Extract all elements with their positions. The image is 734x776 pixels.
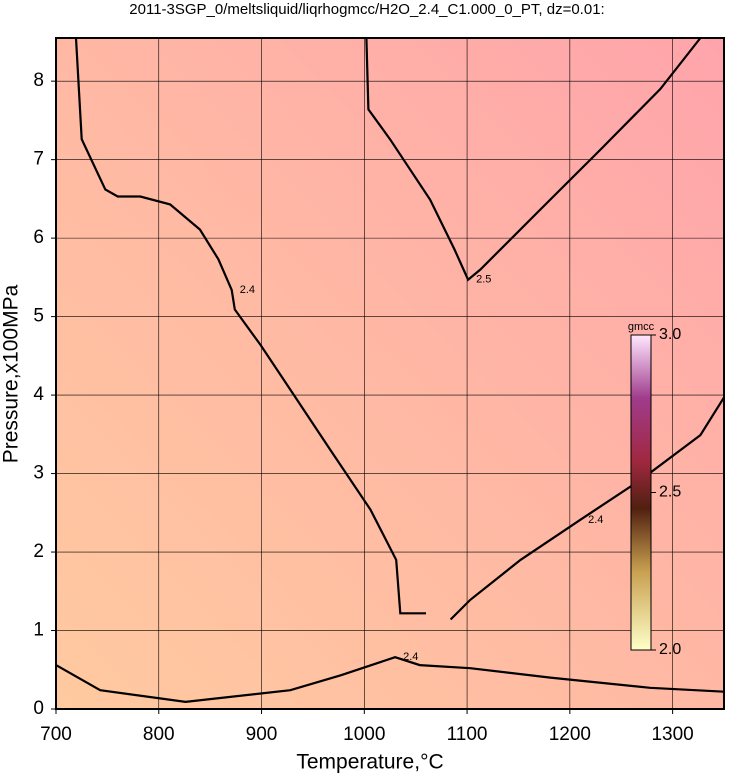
- y-tick-label: 4: [33, 384, 44, 405]
- y-tick-label: 5: [33, 306, 44, 327]
- contour-line: [365, 37, 702, 282]
- y-tick-label: 2: [33, 541, 44, 562]
- x-tick-label: 1000: [343, 724, 385, 745]
- x-tick-label: 1200: [549, 724, 591, 745]
- contour-label: 2.4: [403, 651, 418, 663]
- colorbar-tick-label: 2.0: [659, 641, 681, 658]
- contour-line: [55, 656, 725, 704]
- contour-label: 2.4: [240, 284, 255, 296]
- y-tick-label: 6: [33, 227, 44, 248]
- contour-line: [449, 396, 725, 621]
- plot-background: [56, 38, 724, 709]
- x-tick-label: 1300: [651, 724, 693, 745]
- colorbar: [630, 334, 652, 651]
- colorbar-tick-label: 2.5: [659, 484, 681, 501]
- y-axis-label: Pressure,x100MPa: [0, 284, 23, 463]
- colorbar-title: gmcc: [628, 321, 655, 333]
- chart-title: 2011-3SGP_0/meltsliquid/liqrhogmcc/H2O_2…: [129, 1, 604, 18]
- x-tick-label: 1100: [447, 724, 488, 745]
- x-tick-label: 800: [143, 724, 175, 745]
- y-tick-label: 7: [33, 149, 44, 170]
- y-tick-label: 1: [33, 620, 44, 641]
- contour-label: 2.4: [588, 514, 603, 526]
- y-tick-label: 3: [33, 463, 44, 484]
- y-tick-label: 0: [33, 698, 44, 719]
- contour-line: [74, 37, 426, 615]
- x-tick-label: 700: [40, 724, 72, 745]
- x-axis-label: Temperature,°C: [296, 751, 443, 774]
- x-tick-label: 900: [246, 724, 278, 745]
- y-tick-label: 8: [33, 70, 44, 91]
- colorbar-tick-label: 3.0: [659, 326, 681, 343]
- plot-frame: [55, 37, 725, 710]
- contour-label: 2.5: [476, 274, 491, 286]
